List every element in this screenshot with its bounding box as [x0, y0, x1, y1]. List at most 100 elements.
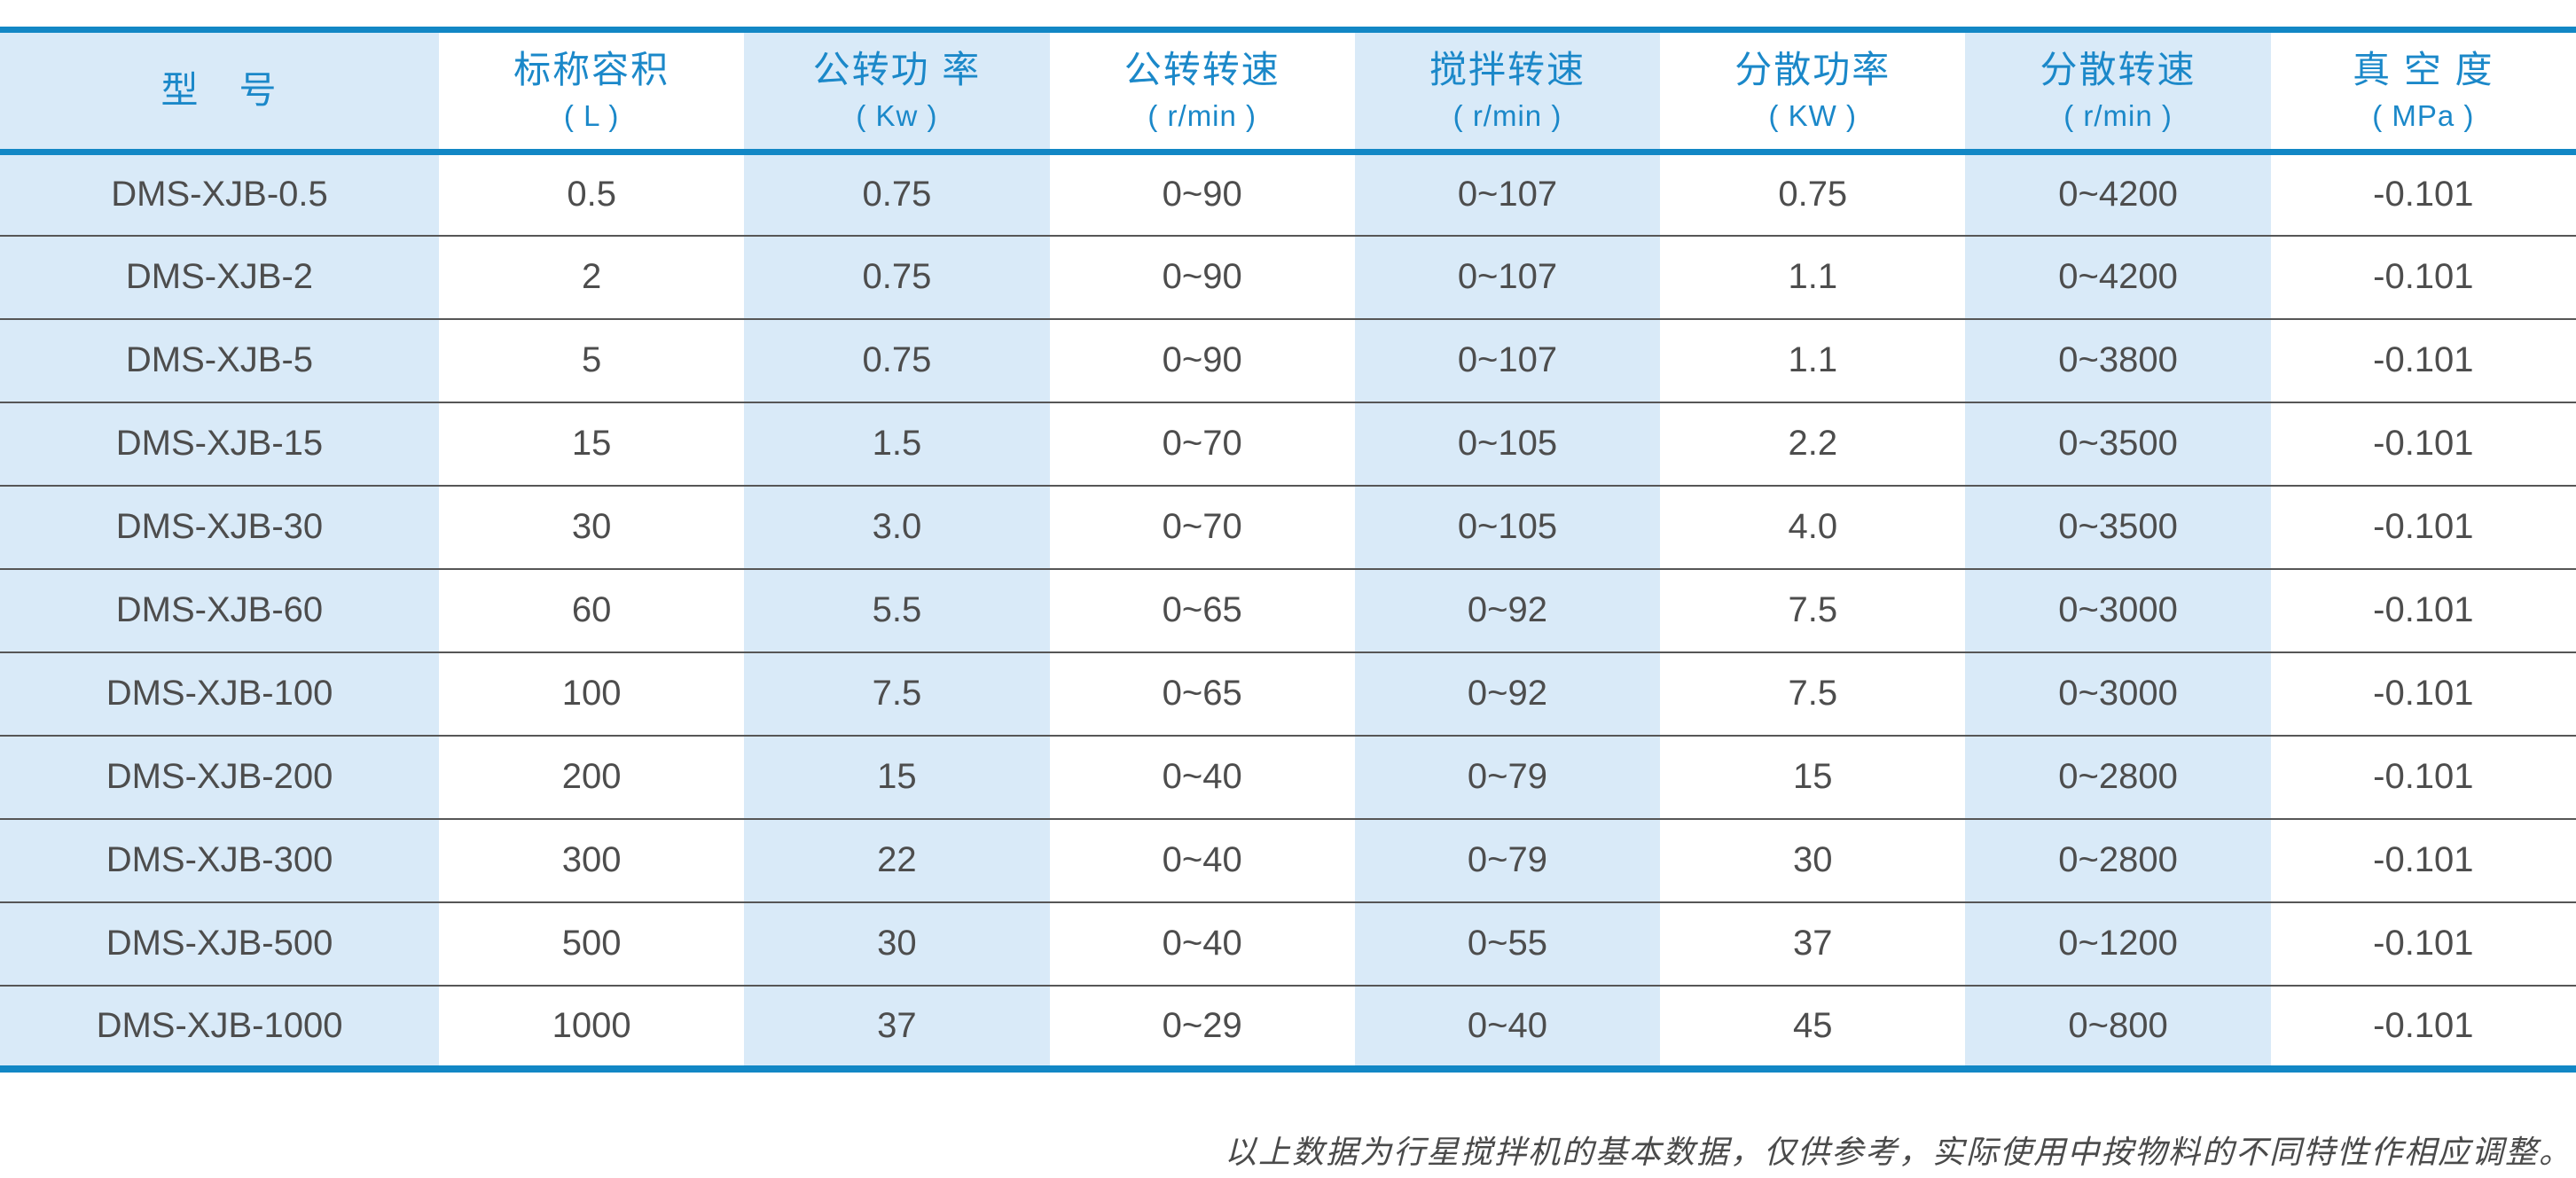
column-header-label: 型 号	[161, 69, 278, 112]
value-cell: 0~70	[1162, 507, 1242, 546]
value-cell: 15	[571, 424, 612, 463]
table-body: DMS-XJB-0.5 0.5 0.75 0~90 0~107 0.75 0~4200 -0.…	[0, 152, 2576, 1069]
value-cell: 0~70	[1162, 424, 1242, 463]
model-cell: DMS-XJB-0.5	[0, 152, 439, 236]
value-cell: 15	[744, 735, 1050, 819]
value-cell: 0~4200	[1965, 152, 2271, 236]
value-cell: 0~40	[1354, 985, 1661, 1069]
value-cell: 0~90	[1162, 257, 1242, 296]
value-cell: 0~107	[1354, 152, 1661, 236]
model-cell: DMS-XJB-5	[0, 318, 439, 402]
value-cell: 2	[582, 257, 602, 296]
column-header-label: 标称容积	[513, 49, 670, 91]
column-header: 公转转速 ( r/min )	[1050, 30, 1355, 152]
value-cell: 7.5	[744, 651, 1050, 736]
model-cell: DMS-XJB-500	[0, 901, 439, 986]
model-cell: DMS-XJB-2	[0, 235, 439, 319]
model-cell: DMS-XJB-1000	[0, 985, 439, 1069]
value-cell: 0~40	[1162, 840, 1242, 879]
column-header-label: 搅拌转速	[1429, 49, 1586, 91]
table-header: 型 号标称容积( L ) 公转功 率( Kw ) 公转转速( r/min ) 搅拌转速…	[0, 29, 2576, 152]
model-cell: DMS-XJB-100	[0, 651, 439, 736]
column-header-label: 公转转速	[1124, 49, 1280, 91]
value-cell: 5.5	[744, 568, 1050, 652]
value-cell: 0.75	[1778, 175, 1848, 215]
value-cell: 0~92	[1354, 568, 1661, 652]
value-cell: 0~65	[1162, 674, 1242, 713]
column-header-unit: ( L )	[563, 98, 620, 132]
value-cell: 5	[582, 340, 602, 379]
value-cell: 0.75	[744, 235, 1050, 319]
column-header-label: 分散功率	[1734, 49, 1891, 91]
header-row: 型 号标称容积( L ) 公转功 率( Kw ) 公转转速( r/min ) 搅拌转速…	[0, 29, 2576, 152]
value-cell: 0~40	[1162, 757, 1242, 796]
value-cell: 0~2800	[1965, 735, 2271, 819]
value-cell: 37	[744, 985, 1050, 1069]
value-cell: 22	[744, 818, 1050, 902]
spec-sheet: 型 号标称容积( L ) 公转功 率( Kw ) 公转转速( r/min ) 搅拌转速…	[0, 27, 2576, 1178]
value-cell: -0.101	[2373, 257, 2474, 296]
column-header-label: 公转功 率	[812, 49, 982, 91]
value-cell: -0.101	[2373, 507, 2474, 546]
value-cell: 100	[561, 674, 622, 713]
value-cell: 500	[561, 924, 622, 963]
column-header: 分散功率 ( KW )	[1660, 30, 1965, 152]
value-cell: 1.5	[744, 402, 1050, 486]
model-cell: DMS-XJB-300	[0, 818, 439, 902]
value-cell: 4.0	[1788, 507, 1838, 546]
column-header-unit: ( KW )	[1768, 98, 1857, 132]
model-cell: DMS-XJB-60	[0, 568, 439, 652]
model-cell: DMS-XJB-15	[0, 402, 439, 486]
column-header-unit: ( Kw )	[856, 98, 938, 132]
value-cell: 0~65	[1162, 590, 1242, 629]
value-cell: 0~3800	[1965, 318, 2271, 402]
column-header: 标称容积 ( L )	[439, 30, 744, 152]
value-cell: 300	[561, 840, 622, 879]
value-cell: 0~800	[1965, 985, 2271, 1069]
table-row: DMS-XJB-60 60 5.5 0~65 0~92 7.5 0~3000 -0.101	[0, 568, 2576, 652]
value-cell: 45	[1793, 1005, 1833, 1045]
table-row: DMS-XJB-30 30 3.0 0~70 0~105 4.0 0~3500 -0.101	[0, 485, 2576, 569]
value-cell: 0~107	[1354, 235, 1661, 319]
value-cell: 30	[571, 507, 612, 546]
value-cell: 0~3500	[1965, 485, 2271, 569]
model-cell: DMS-XJB-200	[0, 735, 439, 819]
column-header: 搅拌转速 ( r/min )	[1354, 29, 1661, 152]
column-header: 分散转速 ( r/min )	[1965, 29, 2271, 152]
value-cell: 30	[1793, 840, 1833, 879]
value-cell: 0~107	[1354, 318, 1661, 402]
footer-note: 以上数据为行星搅拌机的基本数据，仅供参考，实际使用中按物料的不同特性作相应调整。	[1224, 1135, 2572, 1171]
table-row: DMS-XJB-0.5 0.5 0.75 0~90 0~107 0.75 0~4200 -0.…	[0, 152, 2576, 236]
value-cell: -0.101	[2373, 674, 2474, 713]
value-cell: 0~90	[1162, 340, 1242, 379]
value-cell: 0~1200	[1965, 901, 2271, 986]
value-cell: 37	[1793, 924, 1833, 963]
column-header-label: 分散转速	[2040, 49, 2196, 91]
value-cell: 0.75	[744, 152, 1050, 236]
value-cell: -0.101	[2373, 1005, 2474, 1045]
value-cell: 7.5	[1788, 674, 1838, 713]
table-row: DMS-XJB-300 300 22 0~40 0~79 30 0~2800 -0.101	[0, 818, 2576, 902]
value-cell: 0~40	[1162, 924, 1242, 963]
value-cell: 200	[561, 757, 622, 796]
value-cell: 0~3000	[1965, 651, 2271, 736]
value-cell: -0.101	[2373, 424, 2474, 463]
column-header-unit: ( r/min )	[2063, 98, 2173, 132]
value-cell: 1.1	[1788, 257, 1838, 296]
column-header: 真 空 度 ( MPa )	[2271, 30, 2576, 152]
column-header-unit: ( r/min )	[1452, 98, 1562, 132]
table-row: DMS-XJB-2 2 0.75 0~90 0~107 1.1 0~4200 -0.101	[0, 235, 2576, 319]
value-cell: 0~29	[1162, 1005, 1242, 1045]
table-row: DMS-XJB-15 15 1.5 0~70 0~105 2.2 0~3500 -0.101	[0, 402, 2576, 486]
column-header: 型 号	[0, 29, 439, 152]
value-cell: 0.75	[744, 318, 1050, 402]
value-cell: -0.101	[2373, 590, 2474, 629]
value-cell: 60	[571, 590, 612, 629]
value-cell: 30	[744, 901, 1050, 986]
table-row: DMS-XJB-200 200 15 0~40 0~79 15 0~2800 -0.101	[0, 735, 2576, 819]
table-row: DMS-XJB-100 100 7.5 0~65 0~92 7.5 0~3000 -0.101	[0, 651, 2576, 736]
value-cell: 15	[1793, 757, 1833, 796]
model-cell: DMS-XJB-30	[0, 485, 439, 569]
value-cell: 0~92	[1354, 651, 1661, 736]
value-cell: 0~79	[1354, 818, 1661, 902]
